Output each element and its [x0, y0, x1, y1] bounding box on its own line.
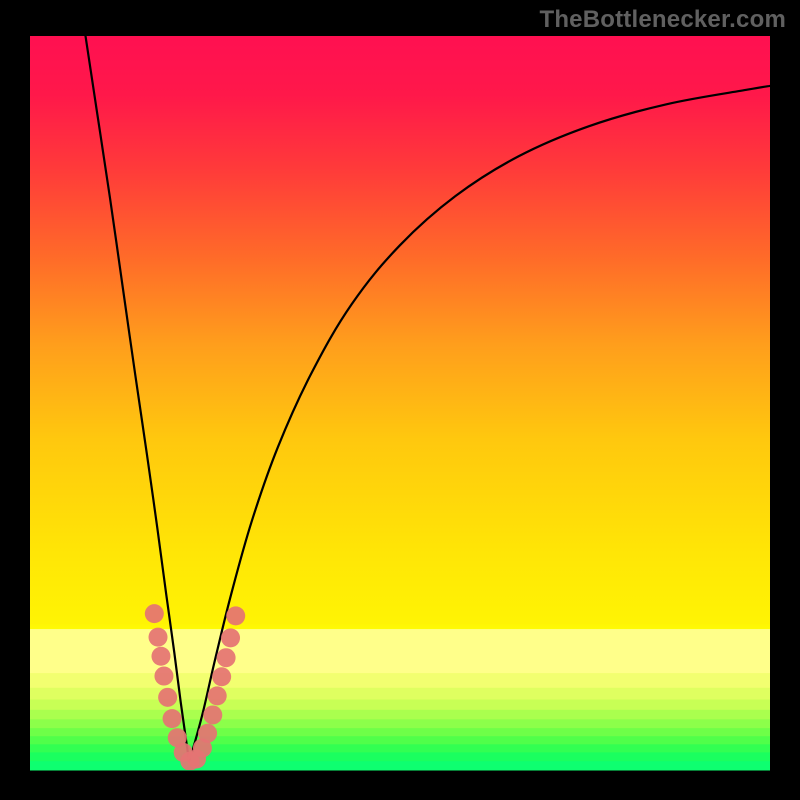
gradient-band	[30, 736, 770, 745]
gradient-band	[30, 761, 770, 770]
figure-root: TheBottlenecker.com	[0, 0, 800, 800]
gradient-band	[30, 744, 770, 753]
bead-marker	[145, 604, 164, 623]
gradient-band	[30, 728, 770, 737]
bead-marker	[212, 667, 231, 686]
bead-marker	[198, 724, 217, 743]
watermark-text: TheBottlenecker.com	[539, 6, 786, 34]
bead-marker	[149, 628, 168, 647]
bead-marker	[217, 648, 236, 667]
gradient-band	[30, 700, 770, 711]
gradient-band	[30, 629, 770, 674]
gradient-band	[30, 673, 770, 688]
bead-marker	[163, 709, 182, 728]
gradient-band	[30, 719, 770, 728]
bead-marker	[208, 686, 227, 705]
bead-marker	[158, 688, 177, 707]
chart-svg	[0, 0, 800, 800]
bead-marker	[151, 647, 170, 666]
bead-marker	[154, 667, 173, 686]
bead-marker	[203, 705, 222, 724]
bead-marker	[221, 628, 240, 647]
gradient-band	[30, 752, 770, 761]
gradient-band	[30, 688, 770, 700]
gradient-band	[30, 710, 770, 720]
bead-marker	[226, 606, 245, 625]
